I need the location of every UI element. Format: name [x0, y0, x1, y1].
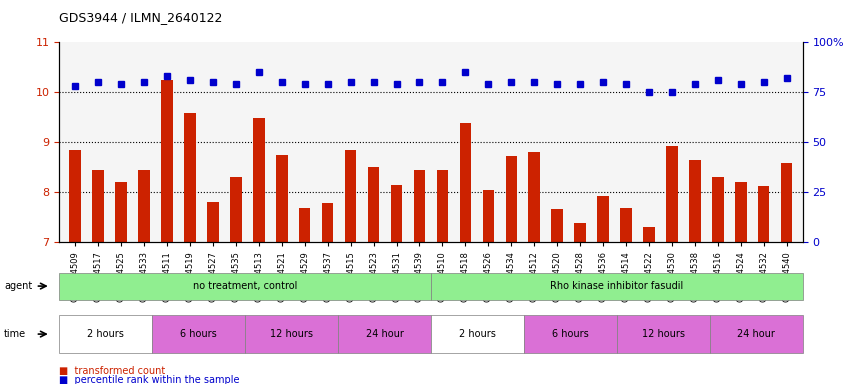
Bar	[642, 227, 654, 242]
Bar	[207, 202, 219, 242]
Text: ■  percentile rank within the sample: ■ percentile rank within the sample	[59, 375, 240, 384]
Text: no treatment, control: no treatment, control	[192, 281, 297, 291]
Bar	[69, 150, 81, 242]
Bar	[505, 156, 517, 242]
Text: 6 hours: 6 hours	[551, 329, 588, 339]
Bar	[414, 170, 425, 242]
Text: 12 hours: 12 hours	[641, 329, 684, 339]
Text: 12 hours: 12 hours	[270, 329, 312, 339]
Bar	[482, 189, 494, 242]
Bar	[276, 155, 287, 242]
Bar	[344, 150, 356, 242]
Bar	[551, 210, 562, 242]
Bar	[161, 80, 172, 242]
Bar	[665, 146, 677, 242]
Text: ■  transformed count: ■ transformed count	[59, 366, 165, 376]
Bar	[138, 170, 149, 242]
Bar	[230, 177, 241, 242]
Bar	[459, 123, 471, 242]
Bar	[689, 160, 700, 242]
Bar	[92, 170, 104, 242]
Text: GDS3944 / ILMN_2640122: GDS3944 / ILMN_2640122	[59, 12, 222, 25]
Bar	[619, 208, 631, 242]
Bar	[390, 185, 402, 242]
Text: agent: agent	[4, 281, 32, 291]
Bar	[574, 223, 585, 242]
Bar	[367, 167, 379, 242]
Bar	[184, 113, 196, 242]
Bar	[780, 163, 792, 242]
Bar	[711, 177, 722, 242]
Text: 2 hours: 2 hours	[458, 329, 495, 339]
Bar	[436, 170, 447, 242]
Bar	[597, 196, 608, 242]
Text: 2 hours: 2 hours	[87, 329, 124, 339]
Text: Rho kinase inhibitor fasudil: Rho kinase inhibitor fasudil	[549, 281, 683, 291]
Bar	[528, 152, 539, 242]
Text: 24 hour: 24 hour	[737, 329, 774, 339]
Bar	[253, 118, 264, 242]
Text: time: time	[4, 329, 26, 339]
Bar	[734, 182, 745, 242]
Bar	[299, 208, 310, 242]
Text: 24 hour: 24 hour	[365, 329, 403, 339]
Text: 6 hours: 6 hours	[180, 329, 217, 339]
Bar	[116, 182, 127, 242]
Bar	[322, 203, 333, 242]
Bar	[757, 186, 769, 242]
